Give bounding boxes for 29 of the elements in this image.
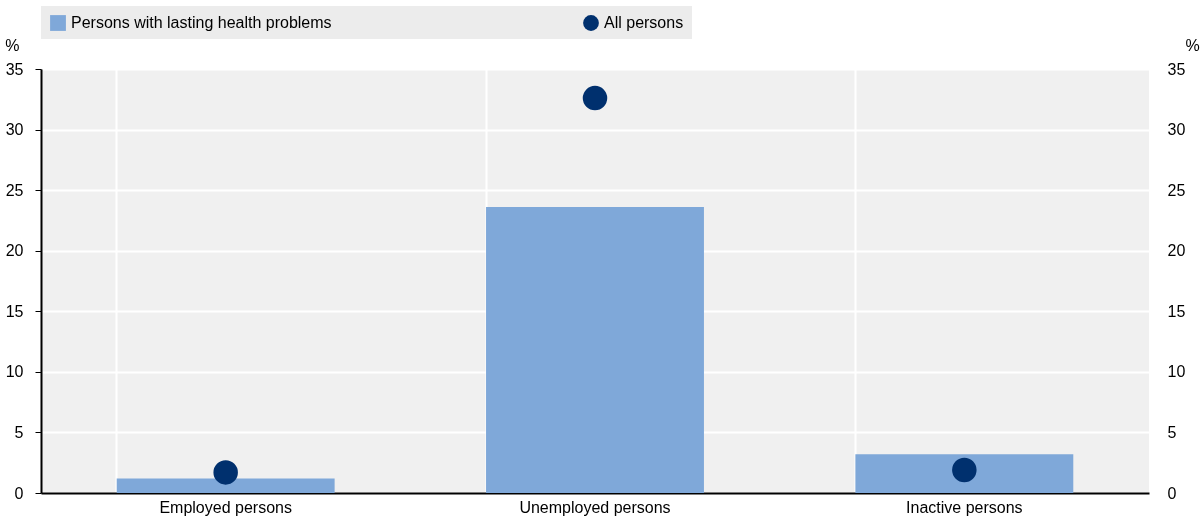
y2-tick-label: 15 xyxy=(1167,302,1186,320)
y-tick-label: 30 xyxy=(5,121,24,139)
y-tick-label: 25 xyxy=(5,181,24,199)
point xyxy=(952,457,977,483)
bar xyxy=(855,454,1074,493)
legend-label: All persons xyxy=(604,14,684,31)
bar xyxy=(486,207,704,493)
legend-label: Persons with lasting health problems xyxy=(71,14,332,31)
y-tick-label: 0 xyxy=(14,484,24,502)
y2-tick-label: 25 xyxy=(1167,181,1186,199)
y2-tick-label: 0 xyxy=(1167,484,1177,502)
y-tick-label: 15 xyxy=(5,302,24,320)
y-tick-label: 5 xyxy=(14,423,24,441)
y-tick-label: 35 xyxy=(5,60,24,78)
y2-tick-label: 20 xyxy=(1167,242,1186,260)
x-tick-label: Employed persons xyxy=(159,498,292,516)
y-axis-title: % xyxy=(5,36,20,54)
y-tick-label: 20 xyxy=(5,242,24,260)
y2-tick-label: 5 xyxy=(1167,423,1177,441)
y2-tick-label: 35 xyxy=(1167,60,1186,78)
bar xyxy=(116,478,335,493)
y2-tick-label: 10 xyxy=(1167,363,1186,381)
x-tick-label: Unemployed persons xyxy=(519,498,671,516)
y2-axis-title: % xyxy=(1185,36,1200,54)
point xyxy=(213,460,238,485)
y2-tick-label: 30 xyxy=(1167,121,1186,139)
x-tick-label: Inactive persons xyxy=(906,498,1023,516)
y-tick-label: 10 xyxy=(5,363,24,381)
point xyxy=(582,85,608,111)
